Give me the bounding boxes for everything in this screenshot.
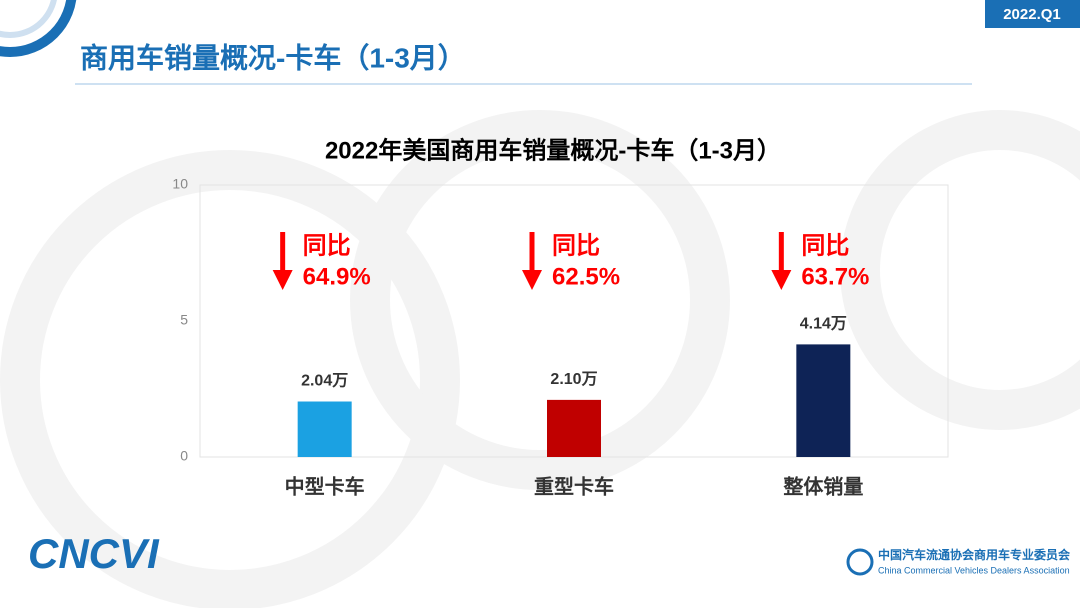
x-tick-label: 整体销量 [782,474,863,498]
value-label: 2.10万 [550,371,597,388]
decor-arc [0,0,77,57]
annotation-change: 63.7% [801,263,869,290]
org-logo [846,548,874,576]
x-tick-label: 中型卡车 [285,474,365,498]
y-tick-label: 5 [180,312,188,328]
y-tick-label: 0 [180,448,188,464]
annotation-label: 同比 [303,232,351,259]
chart-title: 2022年美国商用车销量概况-卡车（1-3月） [325,136,781,164]
watermark [0,150,460,608]
arrow-head [272,270,293,290]
org-name: 中国汽车流通协会商用车专业委员会 [878,547,1071,562]
arrow-head [522,270,542,290]
badge: 2022.Q1 [1003,6,1061,23]
y-tick-label: 10 [172,176,188,192]
org-name-en: China Commercial Vehicles Dealers Associ… [878,565,1070,575]
watermark [350,110,730,490]
bar [796,344,851,457]
annotation-label: 同比 [801,232,849,259]
annotation-label: 同比 [552,232,600,259]
value-label: 4.14万 [800,316,847,333]
bar [547,399,601,457]
slide-title: 商用车销量概况-卡车（1-3月） [80,41,466,73]
x-tick-label: 重型卡车 [534,474,614,498]
decor-arc [0,0,57,38]
annotation-change: 62.5% [552,263,620,290]
value-label: 2.04万 [301,373,348,390]
badge-bg [985,0,1080,28]
logo: CNCVI [28,530,160,577]
bar [297,401,352,457]
annotation-change: 64.9% [303,263,371,290]
watermark [840,110,1080,430]
arrow-head [771,270,792,290]
